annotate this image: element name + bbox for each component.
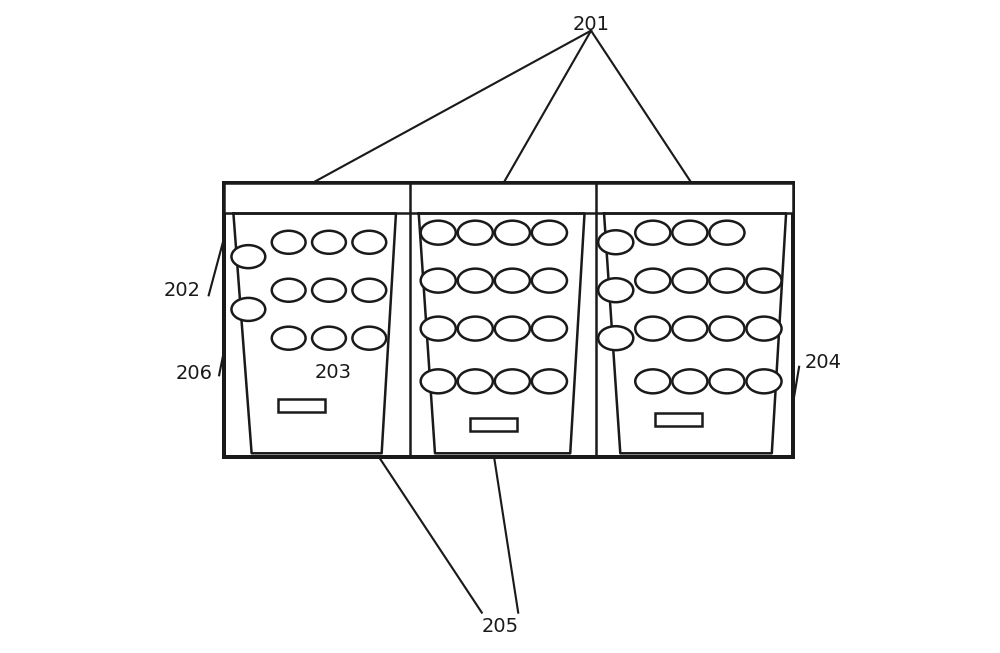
- Ellipse shape: [635, 317, 670, 341]
- Ellipse shape: [635, 221, 670, 245]
- Ellipse shape: [709, 370, 744, 393]
- Text: 205: 205: [481, 617, 519, 637]
- Ellipse shape: [746, 317, 782, 341]
- Ellipse shape: [272, 326, 306, 350]
- Bar: [655, 413, 702, 426]
- Text: 202: 202: [164, 281, 201, 300]
- Ellipse shape: [231, 245, 265, 268]
- Ellipse shape: [746, 268, 782, 293]
- Ellipse shape: [598, 326, 633, 350]
- Text: 206: 206: [176, 364, 213, 383]
- Ellipse shape: [532, 317, 567, 341]
- Ellipse shape: [495, 221, 530, 245]
- Text: 203: 203: [315, 362, 352, 381]
- Bar: [278, 399, 325, 412]
- Ellipse shape: [421, 268, 456, 293]
- Ellipse shape: [672, 221, 707, 245]
- Ellipse shape: [495, 317, 530, 341]
- Text: 204: 204: [804, 353, 841, 372]
- Ellipse shape: [495, 370, 530, 393]
- Ellipse shape: [672, 268, 707, 293]
- Ellipse shape: [532, 370, 567, 393]
- Ellipse shape: [352, 326, 386, 350]
- Ellipse shape: [421, 221, 456, 245]
- Ellipse shape: [746, 370, 782, 393]
- Ellipse shape: [709, 317, 744, 341]
- Ellipse shape: [231, 298, 265, 321]
- Ellipse shape: [598, 278, 633, 302]
- Ellipse shape: [458, 370, 493, 393]
- Ellipse shape: [458, 317, 493, 341]
- Ellipse shape: [352, 231, 386, 254]
- Ellipse shape: [312, 231, 346, 254]
- Ellipse shape: [635, 370, 670, 393]
- Ellipse shape: [272, 231, 306, 254]
- Ellipse shape: [672, 370, 707, 393]
- Ellipse shape: [312, 279, 346, 302]
- Ellipse shape: [709, 268, 744, 293]
- Ellipse shape: [352, 279, 386, 302]
- Ellipse shape: [272, 279, 306, 302]
- Ellipse shape: [421, 370, 456, 393]
- Bar: [470, 418, 517, 431]
- Ellipse shape: [532, 221, 567, 245]
- Ellipse shape: [458, 221, 493, 245]
- Ellipse shape: [672, 317, 707, 341]
- Ellipse shape: [458, 268, 493, 293]
- Ellipse shape: [598, 231, 633, 254]
- Bar: [224, 183, 793, 456]
- Ellipse shape: [635, 268, 670, 293]
- Ellipse shape: [709, 221, 744, 245]
- Ellipse shape: [312, 326, 346, 350]
- Ellipse shape: [421, 317, 456, 341]
- Ellipse shape: [495, 268, 530, 293]
- Bar: [224, 183, 793, 214]
- Text: 201: 201: [573, 14, 610, 34]
- Ellipse shape: [532, 268, 567, 293]
